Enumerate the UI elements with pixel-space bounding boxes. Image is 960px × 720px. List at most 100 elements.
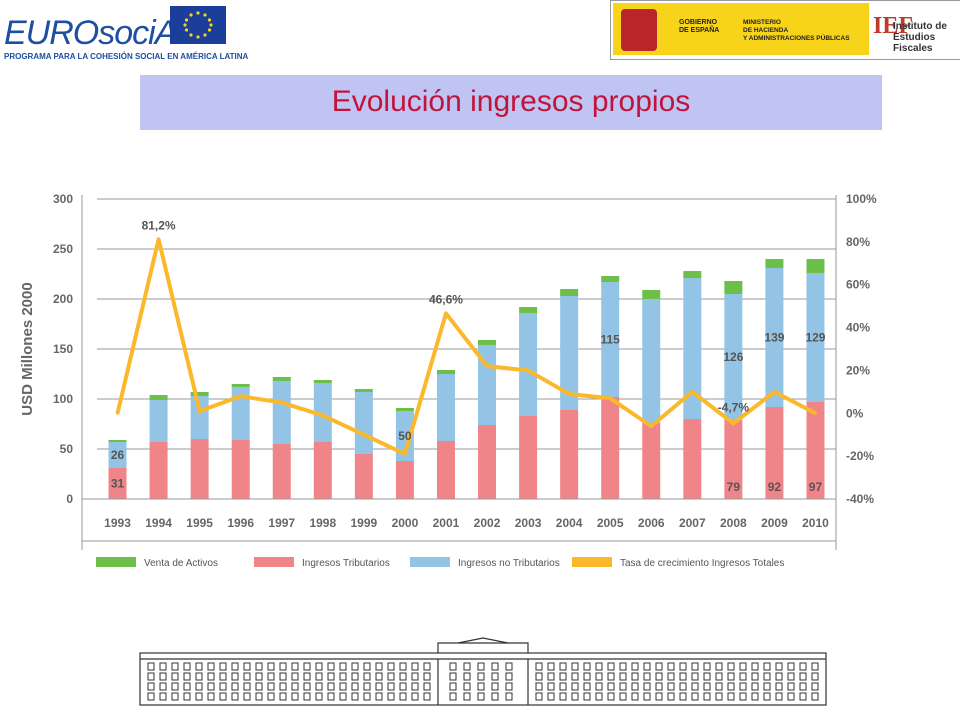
bar-venta-activos — [519, 307, 538, 313]
data-label: 129 — [805, 331, 825, 345]
building-window — [171, 672, 179, 681]
bar-ingresos-no-tributarios — [436, 374, 455, 441]
building-window — [255, 692, 263, 701]
line-point — [362, 433, 366, 437]
building-window — [811, 692, 819, 701]
bar-ingresos-tributarios — [436, 441, 455, 499]
building-window — [619, 672, 627, 681]
building-window — [195, 662, 203, 671]
building-window — [147, 662, 155, 671]
bar-ingresos-tributarios — [601, 397, 620, 499]
building-window — [375, 692, 383, 701]
building-window — [595, 662, 603, 671]
building-window — [763, 692, 771, 701]
bar-venta-activos — [436, 370, 455, 374]
line-point — [280, 401, 284, 405]
building-window — [583, 662, 591, 671]
line-point — [772, 390, 776, 394]
building-window — [339, 662, 347, 671]
building-window — [631, 692, 639, 701]
x-tick-label: 2009 — [761, 516, 788, 530]
page-title: Evolución ingresos propios — [331, 85, 691, 118]
eurosocial-subtitle: PROGRAMA PARA LA COHESIÓN SOCIAL EN AMÉR… — [4, 52, 249, 61]
data-label: -4,7% — [718, 400, 750, 414]
data-label: 92 — [768, 480, 782, 494]
building-window — [619, 662, 627, 671]
building-window — [303, 672, 311, 681]
building-window — [715, 672, 723, 681]
building-window — [449, 682, 457, 691]
building-window — [667, 672, 675, 681]
building-window — [423, 662, 431, 671]
building-window — [787, 692, 795, 701]
building-window — [171, 682, 179, 691]
building-window — [491, 662, 499, 671]
building-window — [739, 672, 747, 681]
x-tick-label: 2000 — [392, 516, 419, 530]
building-window — [243, 662, 251, 671]
x-tick-label: 2004 — [556, 516, 583, 530]
building-window — [751, 672, 759, 681]
building-window — [207, 682, 215, 691]
building-window — [183, 682, 191, 691]
line-point — [813, 411, 817, 415]
building-window — [183, 692, 191, 701]
building-window — [727, 682, 735, 691]
bar-ingresos-tributarios — [272, 444, 291, 499]
building-window — [449, 672, 457, 681]
building-window — [547, 662, 555, 671]
building-window — [339, 682, 347, 691]
building-window — [583, 692, 591, 701]
bar-venta-activos — [765, 259, 784, 268]
y-tick-label: 250 — [53, 242, 73, 256]
building-window — [449, 692, 457, 701]
x-tick-label: 1995 — [186, 516, 213, 530]
eu-flag-icon — [170, 6, 226, 44]
building-window — [387, 682, 395, 691]
building-window — [763, 662, 771, 671]
building-window — [423, 682, 431, 691]
legend-label: Tasa de crecimiento Ingresos Totales — [620, 558, 784, 569]
building-window — [535, 682, 543, 691]
line-point — [116, 411, 120, 415]
building-window — [799, 692, 807, 701]
building-window — [787, 662, 795, 671]
bar-venta-activos — [108, 440, 127, 442]
building-window — [607, 692, 615, 701]
building-window — [787, 682, 795, 691]
building-window — [571, 662, 579, 671]
building-window — [811, 662, 819, 671]
building-window — [691, 692, 699, 701]
building-window — [351, 662, 359, 671]
building-window — [171, 662, 179, 671]
building-window — [583, 682, 591, 691]
building-window — [327, 672, 335, 681]
line-point — [567, 392, 571, 396]
y-tick-label: 150 — [53, 342, 73, 356]
building-window — [279, 672, 287, 681]
building-window — [243, 682, 251, 691]
bar-ingresos-no-tributarios — [642, 299, 661, 423]
building-window — [535, 692, 543, 701]
line-point — [649, 424, 653, 428]
building-window — [643, 672, 651, 681]
building-window — [399, 682, 407, 691]
building-window — [351, 692, 359, 701]
gobierno-strip: GOBIERNO DE ESPAÑA MINISTERIO DE HACIEND… — [613, 3, 869, 55]
building-window — [535, 662, 543, 671]
bar-ingresos-tributarios — [108, 468, 127, 499]
bar-ingresos-no-tributarios — [683, 278, 702, 419]
data-label: 26 — [111, 448, 125, 462]
building-window — [679, 682, 687, 691]
building-window — [703, 692, 711, 701]
x-tick-label: 2001 — [433, 516, 460, 530]
y-tick-label: 200 — [53, 292, 73, 306]
building-window — [811, 682, 819, 691]
data-label: 126 — [723, 350, 743, 364]
building-window — [595, 692, 603, 701]
building-window — [775, 672, 783, 681]
building-window — [219, 672, 227, 681]
bar-venta-activos — [313, 380, 332, 383]
bar-ingresos-tributarios — [478, 425, 497, 499]
y-tick-label: 300 — [53, 192, 73, 206]
